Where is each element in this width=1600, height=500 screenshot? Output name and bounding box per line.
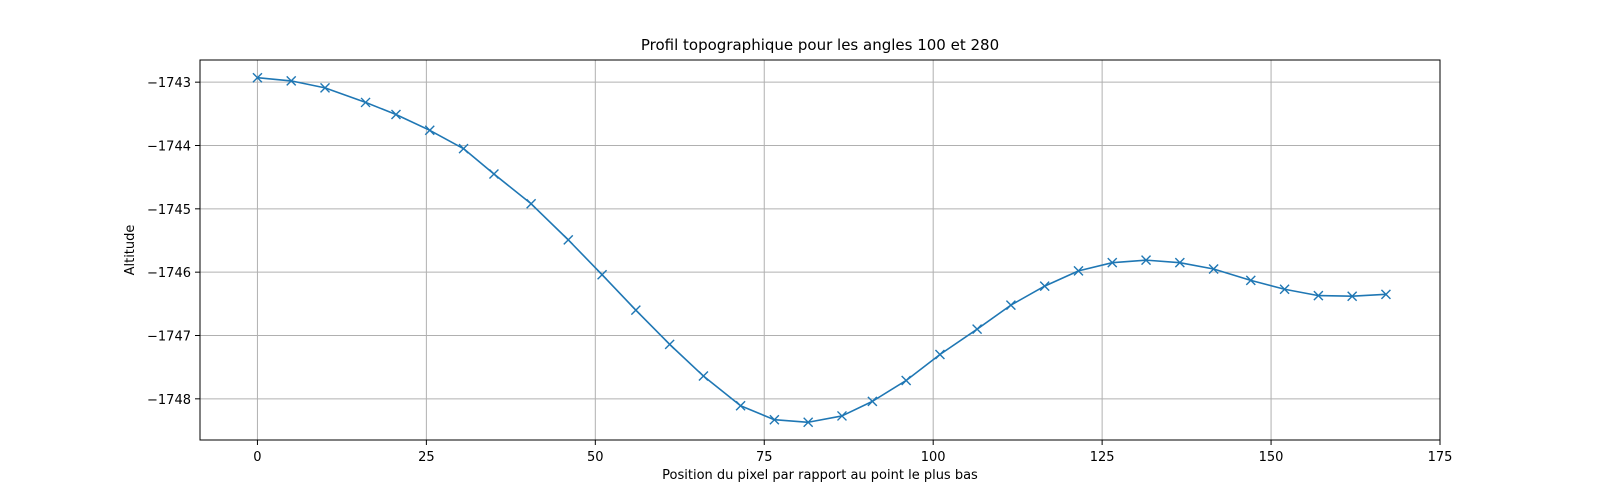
series-line <box>257 76 1386 424</box>
marker-stroke <box>1073 265 1084 276</box>
data-point-marker <box>836 410 847 421</box>
grid-layer <box>200 60 1441 440</box>
y-axis-label: Altitude <box>123 225 138 276</box>
data-point-marker <box>488 169 499 179</box>
y-tick-label: −1744 <box>147 140 191 155</box>
chart-title: Profil topographique pour les angles 100… <box>641 36 999 54</box>
data-point-marker <box>526 198 537 209</box>
x-tick-label: 175 <box>1428 450 1453 465</box>
marker-stroke <box>390 109 401 120</box>
marker-stroke <box>286 75 297 86</box>
data-point-marker <box>1245 275 1256 286</box>
data-point-marker <box>563 234 574 245</box>
data-point-marker <box>867 396 878 407</box>
y-tick-label: −1748 <box>147 393 191 408</box>
marker-stroke <box>563 234 574 245</box>
marker-stroke <box>735 400 746 411</box>
data-point-marker <box>390 109 401 120</box>
marker-stroke <box>698 371 709 382</box>
x-axis-label: Position du pixel par rapport au point l… <box>662 468 978 483</box>
data-point-marker <box>803 417 814 428</box>
marker-stroke <box>424 125 435 136</box>
marker-stroke <box>526 198 537 209</box>
tick-layer: 0 25 50 75 100 125 150 175 −1743 −1744 −1745 −1746 −… <box>147 76 1452 465</box>
data-point-marker <box>630 305 641 316</box>
y-tick-label: −1743 <box>147 76 191 91</box>
data-point-marker <box>458 143 469 154</box>
marker-stroke <box>769 414 780 425</box>
data-point-marker <box>901 375 912 386</box>
data-point-marker <box>597 269 608 280</box>
marker-stroke <box>630 305 641 316</box>
marker-stroke <box>1313 290 1324 301</box>
marker-layer <box>252 72 1391 428</box>
data-point-marker <box>286 75 297 86</box>
marker-stroke <box>803 417 814 428</box>
y-tick-label: −1746 <box>147 266 191 281</box>
data-point-marker <box>1380 289 1391 300</box>
marker-stroke <box>1174 257 1185 268</box>
marker-stroke <box>1141 255 1152 266</box>
marker-stroke <box>1107 257 1118 268</box>
plot-frame <box>199 59 1441 441</box>
data-point-marker <box>735 400 746 411</box>
marker-stroke <box>360 97 371 108</box>
marker-stroke <box>488 169 499 179</box>
marker-stroke <box>972 324 983 335</box>
data-point-marker <box>424 125 435 136</box>
marker-stroke <box>664 339 675 350</box>
data-point-marker <box>1141 255 1152 266</box>
series-layer <box>257 76 1386 424</box>
data-point-marker <box>320 82 331 93</box>
marker-stroke <box>1208 264 1219 274</box>
data-point-marker <box>360 97 371 108</box>
marker-stroke <box>836 410 847 421</box>
data-point-marker <box>698 371 709 382</box>
data-point-marker <box>972 324 983 335</box>
marker-stroke <box>458 143 469 154</box>
data-point-marker <box>1208 264 1219 274</box>
data-point-marker <box>1073 265 1084 276</box>
data-point-marker <box>1347 291 1358 302</box>
data-point-marker <box>252 72 263 83</box>
marker-stroke <box>597 269 608 280</box>
marker-stroke <box>320 82 331 93</box>
x-tick-label: 150 <box>1259 450 1284 465</box>
x-tick-label: 50 <box>587 450 604 465</box>
data-point-marker <box>1005 300 1016 311</box>
marker-stroke <box>1380 289 1391 300</box>
marker-stroke <box>1245 275 1256 286</box>
data-point-marker <box>1313 290 1324 301</box>
marker-stroke <box>901 375 912 386</box>
data-point-marker <box>1107 257 1118 268</box>
marker-stroke <box>1005 300 1016 311</box>
data-point-marker <box>664 339 675 350</box>
x-tick-label: 75 <box>756 450 773 465</box>
marker-stroke <box>1347 291 1358 302</box>
marker-stroke <box>1279 284 1290 295</box>
data-point-marker <box>769 414 780 425</box>
data-point-marker <box>1279 284 1290 295</box>
x-tick-label: 25 <box>418 450 435 465</box>
marker-stroke <box>867 396 878 407</box>
marker-stroke <box>1039 281 1050 292</box>
marker-stroke <box>934 349 945 360</box>
data-point-marker <box>1174 257 1185 268</box>
y-tick-label: −1745 <box>147 203 191 218</box>
marker-stroke <box>252 72 263 83</box>
x-tick-label: 0 <box>253 450 261 465</box>
y-tick-label: −1747 <box>147 330 191 345</box>
data-point-marker <box>1039 281 1050 292</box>
data-point-marker <box>934 349 945 360</box>
x-tick-label: 100 <box>921 450 946 465</box>
x-tick-label: 125 <box>1090 450 1115 465</box>
